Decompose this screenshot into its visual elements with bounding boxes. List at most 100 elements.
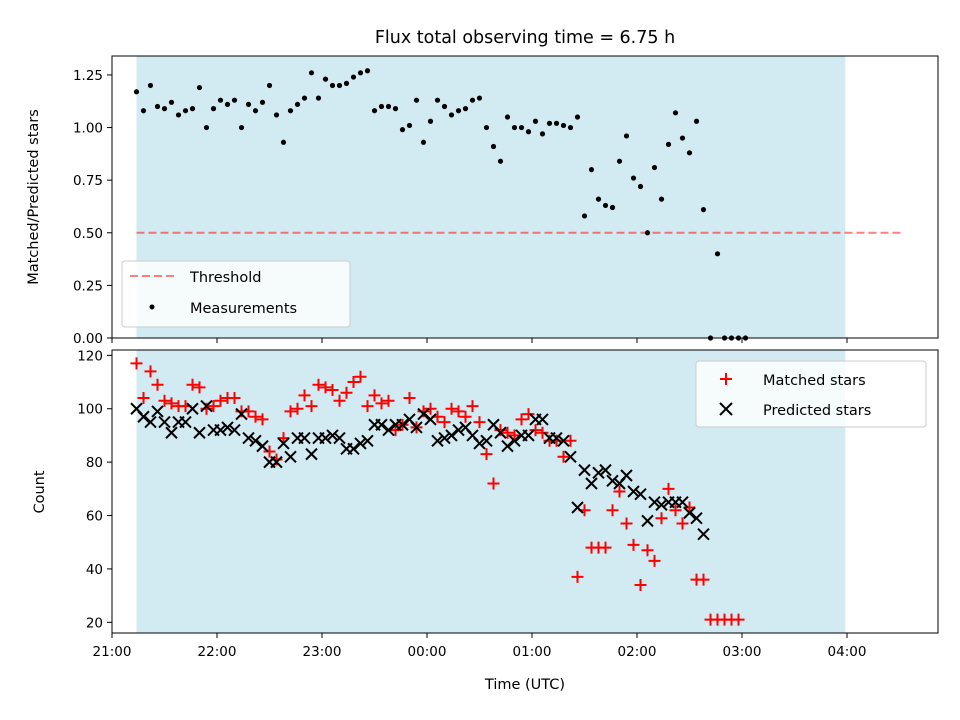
measurement-point	[448, 112, 455, 118]
predicted-star-point	[179, 415, 192, 429]
measurement-point	[476, 95, 483, 101]
predicted-star-point	[221, 421, 234, 434]
predicted-star-point	[480, 434, 493, 447]
measurement-point	[658, 196, 665, 202]
measurement-point	[385, 103, 392, 110]
measurement-point	[679, 135, 686, 141]
predicted-star-point	[424, 413, 437, 426]
matched-star-point	[459, 410, 472, 423]
measurement-point	[245, 101, 252, 108]
predicted-star-point	[284, 450, 297, 463]
matched-star-point	[536, 426, 549, 439]
measurement-point	[560, 122, 567, 129]
matched-star-point	[564, 434, 577, 447]
measurement-point	[434, 97, 441, 103]
matched-star-point	[158, 394, 171, 407]
measurement-point	[497, 158, 504, 164]
measurement-point	[623, 133, 630, 139]
bottom-y-axis-label: Count	[32, 470, 48, 513]
measurement-point	[546, 120, 553, 126]
matched-star-point	[263, 445, 276, 458]
matched-star-point	[137, 392, 150, 405]
matched-star-point	[361, 400, 374, 413]
matched-star-point	[214, 394, 227, 407]
measurement-point	[441, 103, 448, 110]
predicted-star-point	[375, 418, 388, 431]
predicted-star-point	[550, 431, 563, 445]
top-y-tick-label: 0.00	[73, 331, 103, 347]
measurement-point	[231, 97, 238, 103]
predicted-star-point	[655, 498, 668, 512]
matched-star-point	[193, 381, 206, 394]
measurement-point	[455, 108, 462, 114]
matched-star-point	[207, 400, 220, 413]
measurement-point	[308, 70, 315, 76]
matched-star-point	[424, 402, 437, 415]
measurement-point	[217, 97, 224, 103]
predicted-star-point	[410, 421, 423, 434]
measurement-point	[252, 108, 259, 114]
matched-star-point	[249, 410, 262, 423]
matched-star-point	[284, 405, 297, 418]
predicted-star-point	[473, 437, 486, 450]
matched-star-point	[473, 416, 486, 429]
measurement-point	[266, 82, 273, 89]
measurement-point	[665, 141, 672, 147]
measurements-series	[133, 68, 749, 341]
predicted-star-point	[270, 455, 283, 469]
measurement-point	[315, 95, 322, 101]
predicted-star-point	[333, 431, 346, 445]
measurement-point	[469, 97, 476, 103]
predicted-stars-series	[130, 399, 710, 541]
measurement-point	[140, 108, 147, 114]
bottom-legend: Matched stars Predicted stars	[695, 360, 927, 428]
predicted-star-point	[144, 415, 157, 429]
predicted-star-point	[347, 442, 360, 455]
predicted-star-point	[137, 410, 150, 423]
matched-star-point	[403, 392, 416, 405]
measurement-point	[588, 167, 595, 173]
predicted-star-point	[228, 423, 241, 437]
matched-star-point	[186, 378, 199, 391]
matched-star-point	[599, 541, 612, 554]
x-tick-label: 23:00	[303, 644, 342, 660]
measurement-point	[637, 183, 644, 190]
top-y-axis-label: Matched/Predicted stars	[26, 109, 42, 285]
matched-star-point	[613, 485, 626, 498]
measurement-point	[567, 124, 574, 131]
measurement-point	[525, 129, 532, 135]
matched-star-point	[347, 376, 360, 389]
matched-star-point	[620, 517, 633, 530]
matched-star-point	[375, 397, 388, 410]
predicted-star-point	[361, 434, 374, 447]
matched-star-point	[312, 378, 325, 391]
matched-star-point	[151, 378, 164, 391]
legend-predicted-label: Predicted stars	[763, 403, 871, 419]
matched-star-point	[655, 512, 668, 525]
bottom-y-tick-label: 100	[77, 402, 103, 418]
matched-star-point	[634, 578, 647, 591]
bottom-legend-box	[695, 360, 927, 428]
matched-star-point	[326, 384, 339, 397]
x-axis-label: Time (UTC)	[484, 677, 565, 693]
predicted-star-point	[298, 431, 311, 445]
predicted-star-point	[214, 423, 227, 437]
matched-star-point	[130, 357, 143, 370]
predicted-star-point	[158, 415, 171, 429]
measurement-point	[364, 68, 371, 74]
measurement-point	[182, 108, 189, 114]
predicted-star-point	[277, 437, 290, 450]
measurement-point	[147, 82, 154, 89]
top-y-tick-label: 0.50	[73, 226, 103, 242]
top-y-axis: 0.00 0.25 0.50 0.75 1.00 1.25	[73, 68, 112, 347]
measurement-point	[168, 99, 175, 105]
measurement-point	[259, 99, 266, 105]
predicted-star-point	[382, 423, 395, 437]
predicted-star-point	[186, 402, 199, 415]
matched-star-point	[571, 570, 584, 583]
measurement-point	[462, 106, 469, 112]
legend-measurements-swatch	[149, 304, 155, 310]
predicted-star-point	[200, 399, 213, 413]
measurement-point	[413, 97, 420, 103]
measurement-point	[504, 114, 511, 120]
